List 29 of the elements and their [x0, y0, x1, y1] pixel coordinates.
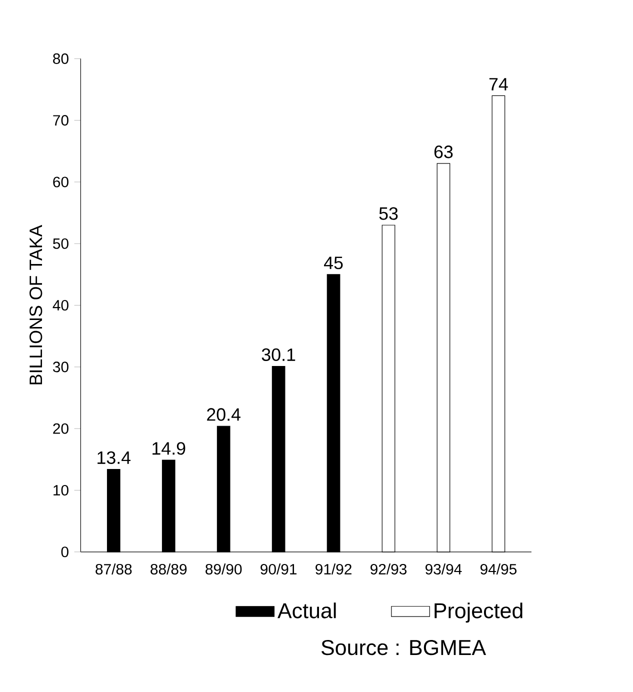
x-tick-label: 93/94: [426, 564, 462, 574]
y-tick-label: 20: [53, 423, 69, 434]
y-axis-title: BILLIONS OF TAKA: [30, 224, 42, 384]
y-tick-label: 30: [53, 362, 69, 372]
x-tick-label: 92/93: [370, 564, 407, 574]
y-tick-label: 50: [53, 238, 69, 249]
data-label: 20.4: [207, 408, 241, 421]
data-label: 13.4: [98, 451, 131, 464]
data-label: 53: [380, 207, 398, 220]
data-label: 74: [490, 78, 508, 90]
data-label: 14.9: [152, 442, 186, 455]
x-tick-label: 87/88: [96, 564, 132, 574]
y-tick-label: 10: [54, 484, 69, 496]
y-tick-label: 0: [62, 546, 69, 558]
y-tick-label: 80: [53, 53, 69, 64]
x-tick-label: 90/91: [260, 564, 297, 574]
data-label: 63: [434, 146, 453, 158]
legend-label: Actual: [278, 602, 336, 618]
y-tick-label: 70: [53, 115, 69, 126]
x-tick-label: 89/90: [206, 564, 242, 574]
y-tick-label: 60: [53, 176, 69, 188]
y-tick-label: 40: [52, 300, 69, 311]
data-label: 30.1: [262, 348, 296, 362]
legend-label: Projected: [434, 602, 522, 623]
source-note: Source : BGMEA: [322, 640, 486, 656]
x-tick-label: 91/92: [316, 564, 352, 574]
x-tick-label: 94/95: [480, 564, 517, 574]
data-label: 45: [324, 256, 343, 270]
x-tick-label: 88/89: [150, 564, 187, 574]
